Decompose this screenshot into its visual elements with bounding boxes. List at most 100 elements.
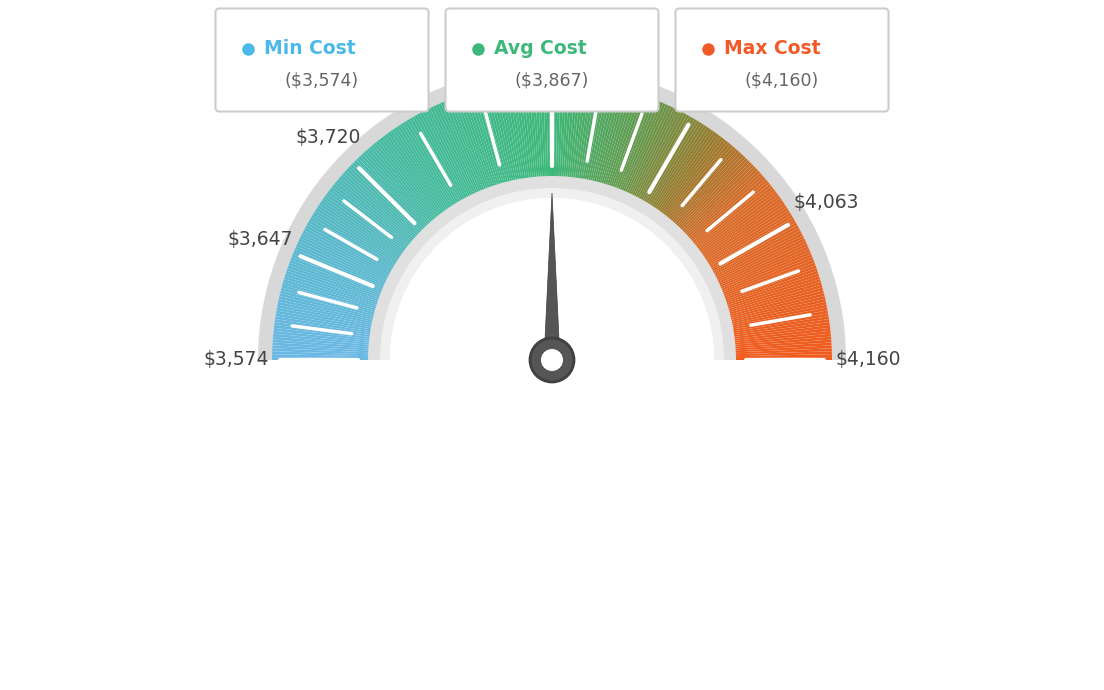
Wedge shape [571, 81, 584, 179]
Wedge shape [511, 83, 528, 180]
Wedge shape [624, 103, 666, 194]
Wedge shape [611, 95, 644, 188]
Wedge shape [346, 168, 420, 237]
Wedge shape [312, 213, 397, 266]
Wedge shape [662, 137, 723, 216]
Wedge shape [538, 80, 544, 178]
Wedge shape [352, 162, 423, 233]
Wedge shape [543, 80, 549, 178]
Wedge shape [660, 135, 721, 215]
Wedge shape [552, 80, 555, 178]
Wedge shape [402, 122, 456, 206]
Wedge shape [311, 215, 396, 267]
Wedge shape [322, 198, 404, 256]
Wedge shape [619, 99, 658, 192]
Wedge shape [731, 310, 828, 330]
Wedge shape [283, 279, 378, 309]
Wedge shape [652, 127, 710, 210]
Wedge shape [482, 88, 509, 184]
Wedge shape [721, 254, 813, 293]
Wedge shape [723, 262, 816, 298]
Wedge shape [560, 80, 566, 178]
Wedge shape [455, 97, 490, 190]
Wedge shape [664, 139, 726, 217]
Wedge shape [296, 244, 386, 286]
Wedge shape [380, 188, 724, 360]
Wedge shape [730, 299, 826, 322]
Wedge shape [606, 93, 638, 187]
Wedge shape [392, 128, 449, 210]
Wedge shape [693, 184, 772, 247]
Wedge shape [502, 84, 522, 181]
Wedge shape [414, 115, 465, 201]
Wedge shape [646, 121, 700, 206]
Wedge shape [468, 92, 499, 186]
Wedge shape [272, 351, 370, 356]
Wedge shape [522, 81, 534, 179]
Wedge shape [678, 158, 747, 230]
Text: $4,160: $4,160 [836, 351, 901, 370]
Wedge shape [273, 348, 370, 354]
Wedge shape [449, 99, 487, 190]
Wedge shape [733, 337, 831, 346]
Wedge shape [381, 137, 442, 216]
Wedge shape [474, 90, 503, 185]
Wedge shape [460, 95, 493, 188]
Wedge shape [273, 334, 371, 345]
Wedge shape [573, 82, 587, 179]
Wedge shape [284, 276, 379, 308]
Wedge shape [272, 357, 370, 360]
Wedge shape [287, 268, 380, 302]
Wedge shape [486, 88, 510, 184]
Wedge shape [697, 190, 777, 251]
Wedge shape [725, 276, 820, 308]
Wedge shape [563, 81, 573, 179]
Wedge shape [277, 305, 373, 326]
Wedge shape [358, 156, 427, 228]
Wedge shape [734, 342, 831, 351]
Wedge shape [457, 96, 492, 189]
Wedge shape [703, 205, 787, 261]
Wedge shape [724, 270, 818, 304]
Wedge shape [708, 215, 793, 267]
Wedge shape [357, 158, 426, 230]
Wedge shape [562, 80, 570, 178]
Wedge shape [287, 265, 381, 300]
Wedge shape [526, 81, 537, 179]
Wedge shape [565, 81, 575, 179]
Wedge shape [694, 186, 773, 248]
Wedge shape [645, 119, 697, 204]
Wedge shape [643, 117, 694, 204]
Wedge shape [623, 102, 664, 193]
Wedge shape [435, 104, 478, 195]
Wedge shape [285, 273, 379, 306]
Wedge shape [710, 220, 796, 270]
Wedge shape [599, 90, 627, 185]
Wedge shape [729, 296, 826, 320]
Wedge shape [584, 84, 605, 181]
Wedge shape [272, 354, 370, 358]
Wedge shape [440, 102, 481, 193]
Text: $3,647: $3,647 [227, 230, 293, 249]
Wedge shape [452, 97, 489, 190]
Wedge shape [290, 257, 383, 295]
Wedge shape [554, 80, 558, 178]
Wedge shape [597, 89, 625, 184]
Text: Avg Cost: Avg Cost [493, 39, 586, 58]
Wedge shape [730, 302, 827, 324]
Wedge shape [316, 208, 400, 262]
Wedge shape [280, 290, 375, 317]
Wedge shape [335, 181, 412, 246]
Wedge shape [337, 179, 413, 244]
Wedge shape [731, 308, 828, 328]
Wedge shape [603, 91, 633, 186]
Wedge shape [549, 80, 552, 178]
Wedge shape [733, 328, 830, 341]
Wedge shape [628, 106, 671, 195]
Wedge shape [422, 110, 469, 199]
Wedge shape [679, 160, 750, 231]
Wedge shape [300, 235, 389, 281]
Wedge shape [304, 228, 392, 276]
Wedge shape [258, 66, 846, 360]
Wedge shape [677, 156, 746, 228]
